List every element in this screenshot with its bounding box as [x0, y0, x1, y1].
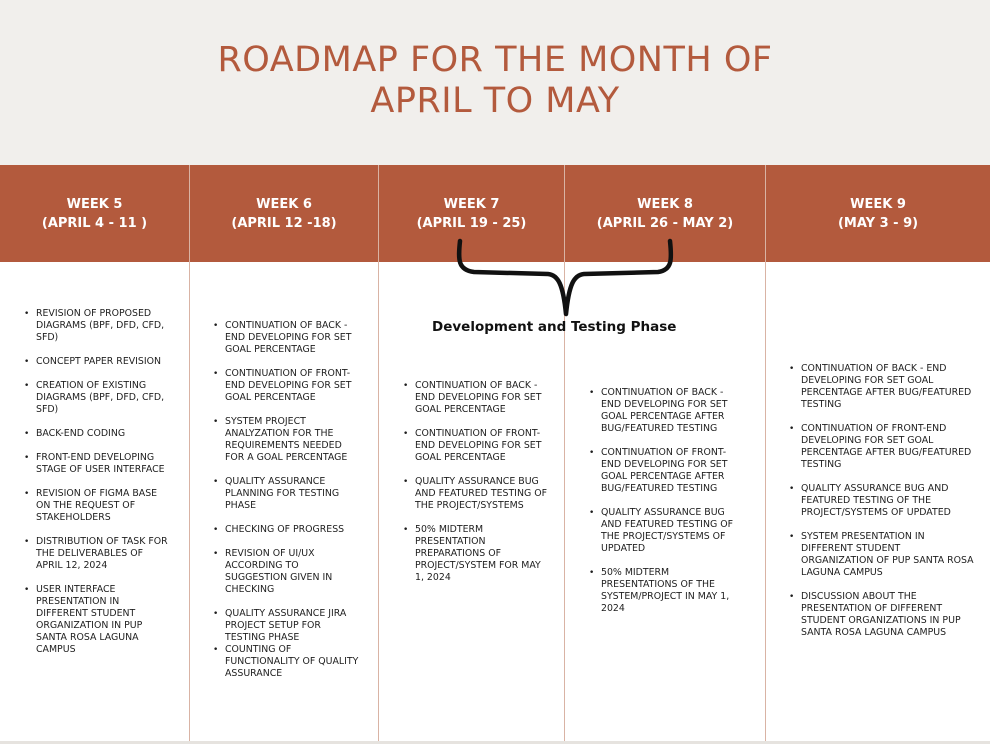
task-item: CHECKING OF PROGRESS: [213, 524, 363, 536]
task-item: QUALITY ASSURANCE JIRA PROJECT SETUP FOR…: [213, 608, 363, 644]
page-title-line-2: APRIL TO MAY: [370, 81, 620, 121]
task-item: QUALITY ASSURANCE BUG AND FEATURED TESTI…: [403, 476, 548, 512]
task-item: CREATION OF EXISTING DIAGRAMS (BPF, DFD,…: [24, 380, 172, 416]
task-item: COUNTING OF FUNCTIONALITY OF QUALITY ASS…: [213, 644, 363, 680]
task-item: USER INTERFACE PRESENTATION IN DIFFERENT…: [24, 584, 172, 656]
task-item: CONTINUATION OF BACK - END DEVELOPING FO…: [589, 387, 746, 435]
task-item: SYSTEM PROJECT ANALYZATION FOR THE REQUI…: [213, 416, 363, 464]
week-label: WEEK 9: [850, 197, 906, 212]
task-item: CONTINUATION OF FRONT-END DEVELOPING FOR…: [589, 447, 746, 495]
week-date-range: (APRIL 4 - 11 ): [41, 216, 148, 231]
page-title: ROADMAP FOR THE MONTH OF APRIL TO MAY: [0, 40, 990, 122]
week-column-9: WEEK 9 (MAY 3 - 9) CONTINUATION OF BACK …: [766, 165, 990, 741]
week-header: WEEK 5 (APRIL 4 - 11 ): [0, 195, 189, 233]
task-list: CONTINUATION OF BACK - END DEVELOPING FO…: [403, 380, 548, 596]
week-column-6: WEEK 6 (APRIL 12 -18) CONTINUATION OF BA…: [190, 165, 379, 741]
task-item: SYSTEM PRESENTATION IN DIFFERENT STUDENT…: [789, 531, 974, 579]
week-header: WEEK 9 (MAY 3 - 9): [766, 195, 990, 233]
task-item: REVISION OF UI/UX ACCORDING TO SUGGESTIO…: [213, 548, 363, 596]
week-header: WEEK 6 (APRIL 12 -18): [190, 195, 378, 233]
week-header: WEEK 8 (APRIL 26 - MAY 2): [565, 195, 765, 233]
week-label: WEEK 7: [443, 197, 500, 212]
task-list: CONTINUATION OF BACK - END DEVELOPING FO…: [213, 320, 363, 692]
task-item: DISTRIBUTION OF TASK FOR THE DELIVERABLE…: [24, 536, 172, 572]
phase-label: Development and Testing Phase: [432, 319, 677, 335]
bottom-divider: [0, 741, 990, 744]
week-date-range: (MAY 3 - 9): [837, 216, 919, 231]
task-item: DISCUSSION ABOUT THE PRESENTATION OF DIF…: [789, 591, 974, 639]
task-item: CONTINUATION OF FRONT-END DEVELOPING FOR…: [789, 423, 974, 471]
week-column-8: WEEK 8 (APRIL 26 - MAY 2) CONTINUATION O…: [565, 165, 766, 741]
task-item: 50% MIDTERM PRESENTATIONS OF THE SYSTEM/…: [589, 567, 746, 615]
task-item: CONTINUATION OF FRONT-END DEVELOPING FOR…: [213, 368, 363, 404]
week-header-bar: [0, 165, 990, 262]
task-item: QUALITY ASSURANCE BUG AND FEATURED TESTI…: [589, 507, 746, 555]
task-item: REVISION OF FIGMA BASE ON THE REQUEST OF…: [24, 488, 172, 524]
week-header: WEEK 7 (APRIL 19 - 25): [379, 195, 564, 233]
task-item: CONCEPT PAPER REVISION: [24, 356, 172, 368]
week-label: WEEK 5: [66, 197, 123, 212]
task-list: CONTINUATION OF BACK - END DEVELOPING FO…: [789, 363, 974, 651]
task-item: REVISION OF PROPOSED DIAGRAMS (BPF, DFD,…: [24, 308, 172, 344]
roadmap-board: WEEK 5 (APRIL 4 - 11 ) REVISION OF PROPO…: [0, 165, 990, 741]
task-item: QUALITY ASSURANCE PLANNING FOR TESTING P…: [213, 476, 363, 512]
week-date-range: (APRIL 19 - 25): [416, 216, 527, 231]
task-item: BACK-END CODING: [24, 428, 172, 440]
page-title-line-1: ROADMAP FOR THE MONTH OF: [217, 40, 773, 80]
task-list: REVISION OF PROPOSED DIAGRAMS (BPF, DFD,…: [24, 308, 172, 668]
week-label: WEEK 8: [637, 197, 693, 212]
task-item: FRONT-END DEVELOPING STAGE OF USER INTER…: [24, 452, 172, 476]
task-item: 50% MIDTERM PRESENTATION PREPARATIONS OF…: [403, 524, 548, 584]
task-item: QUALITY ASSURANCE BUG AND FEATURED TESTI…: [789, 483, 974, 519]
task-item: CONTINUATION OF FRONT-END DEVELOPING FOR…: [403, 428, 548, 464]
task-item: CONTINUATION OF BACK - END DEVELOPING FO…: [789, 363, 974, 411]
week-column-7: WEEK 7 (APRIL 19 - 25) CONTINUATION OF B…: [379, 165, 565, 741]
curly-brace-icon: [456, 238, 674, 317]
task-item: CONTINUATION OF BACK - END DEVELOPING FO…: [213, 320, 363, 356]
week-label: WEEK 6: [256, 197, 312, 212]
week-date-range: (APRIL 26 - MAY 2): [596, 216, 734, 231]
week-date-range: (APRIL 12 -18): [231, 216, 337, 231]
task-list: CONTINUATION OF BACK - END DEVELOPING FO…: [589, 387, 746, 627]
week-column-5: WEEK 5 (APRIL 4 - 11 ) REVISION OF PROPO…: [0, 165, 190, 741]
task-item: CONTINUATION OF BACK - END DEVELOPING FO…: [403, 380, 548, 416]
